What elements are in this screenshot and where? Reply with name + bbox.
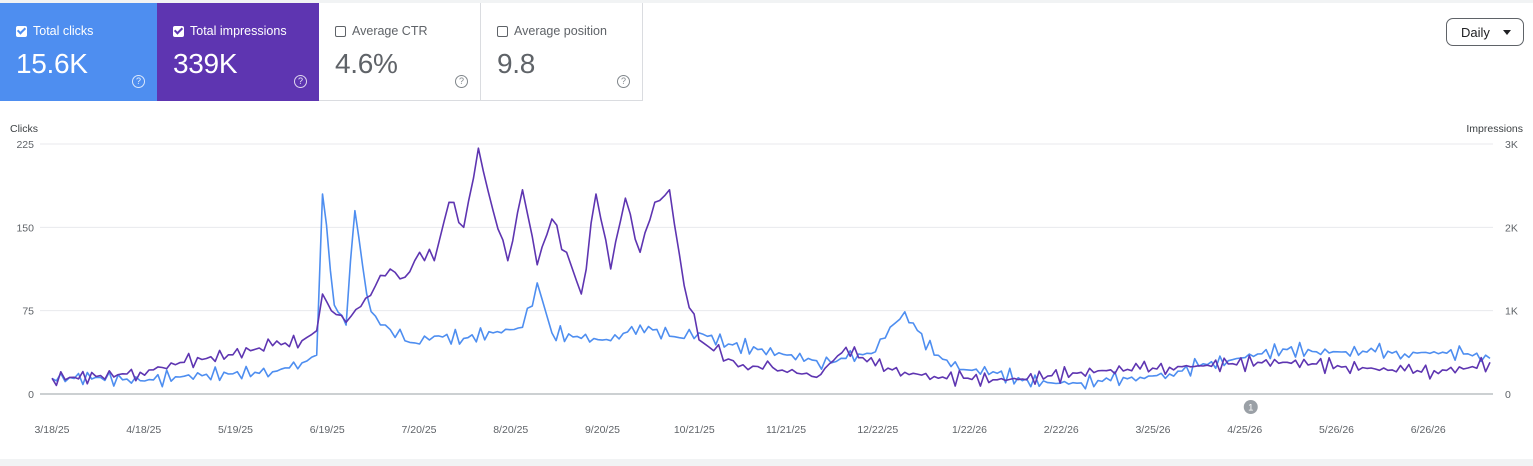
help-icon[interactable]: ?: [455, 75, 468, 88]
metric-value: 15.6K: [16, 48, 88, 79]
impressions-series-line: [51, 147, 1491, 387]
metric-header: Total impressions: [173, 24, 287, 38]
metric-value: 339K: [173, 48, 238, 79]
x-tick-label: 11/21/25: [766, 424, 806, 436]
granularity-value: Daily: [1461, 24, 1490, 40]
clicks-series-line: [51, 193, 1491, 390]
left-tick-label: 225: [16, 139, 34, 151]
granularity-dropdown[interactable]: Daily: [1446, 18, 1524, 46]
metric-label: Average CTR: [352, 24, 428, 38]
x-tick-label: 4/18/25: [126, 424, 161, 436]
metric-label: Average position: [514, 24, 607, 38]
left-tick-label: 0: [28, 389, 34, 401]
x-tick-label: 1/22/26: [952, 424, 987, 436]
right-tick-label: 1K: [1505, 306, 1518, 318]
checkbox-checked-icon[interactable]: [16, 25, 27, 37]
metric-card-total-impressions[interactable]: Total impressions 339K ?: [157, 3, 319, 101]
right-tick-label: 3K: [1505, 139, 1518, 151]
help-icon[interactable]: ?: [617, 75, 630, 88]
performance-panel: Total clicks 15.6K ? Total impressions 3…: [0, 3, 1533, 459]
left-axis-title: Clicks: [10, 123, 38, 135]
metric-card-total-clicks[interactable]: Total clicks 15.6K ?: [0, 3, 157, 101]
metric-header: Total clicks: [16, 24, 93, 38]
checkbox-unchecked-icon[interactable]: [497, 25, 508, 37]
metric-header: Average position: [497, 24, 607, 38]
annotation-marker-label: 1: [1248, 403, 1253, 414]
metric-label: Total clicks: [33, 24, 94, 38]
metric-value: 4.6%: [335, 48, 398, 79]
caret-down-icon: [1503, 30, 1511, 35]
annotation-marker-icon: [1243, 400, 1258, 414]
checkbox-checked-icon[interactable]: [173, 25, 184, 37]
performance-chart: 225 3K 150 2K 75 1K 0 0 Clicks Impressions 3/18/25…: [10, 123, 1523, 436]
x-tick-label: 2/22/26: [1044, 424, 1079, 436]
right-axis-title: Impressions: [1466, 123, 1523, 135]
checkbox-unchecked-icon[interactable]: [335, 25, 346, 37]
x-tick-label: 6/19/25: [310, 424, 345, 436]
x-tick-label: 4/25/26: [1227, 424, 1262, 436]
left-tick-label: 150: [16, 222, 34, 234]
metric-header: Average CTR: [335, 24, 428, 38]
help-icon[interactable]: ?: [132, 75, 145, 88]
metric-card-average-position[interactable]: Average position 9.8 ?: [481, 3, 643, 101]
x-tick-label: 3/25/26: [1135, 424, 1170, 436]
x-tick-label: 8/20/25: [493, 424, 528, 436]
x-tick-label: 7/20/25: [401, 424, 436, 436]
x-tick-label: 6/26/26: [1411, 424, 1446, 436]
x-tick-label: 12/22/25: [857, 424, 898, 436]
x-tick-label: 5/19/25: [218, 424, 253, 436]
x-tick-label: 10/21/25: [674, 424, 715, 436]
x-tick-label: 3/18/25: [34, 424, 69, 436]
metric-card-average-ctr[interactable]: Average CTR 4.6% ?: [319, 3, 481, 101]
left-tick-label: 75: [22, 306, 34, 318]
help-icon[interactable]: ?: [294, 75, 307, 88]
right-tick-label: 0: [1505, 389, 1511, 401]
metric-value: 9.8: [497, 48, 536, 79]
metric-label: Total impressions: [190, 24, 287, 38]
right-tick-label: 2K: [1505, 222, 1518, 234]
x-tick-label: 9/20/25: [585, 424, 620, 436]
x-tick-label: 5/26/26: [1319, 424, 1354, 436]
